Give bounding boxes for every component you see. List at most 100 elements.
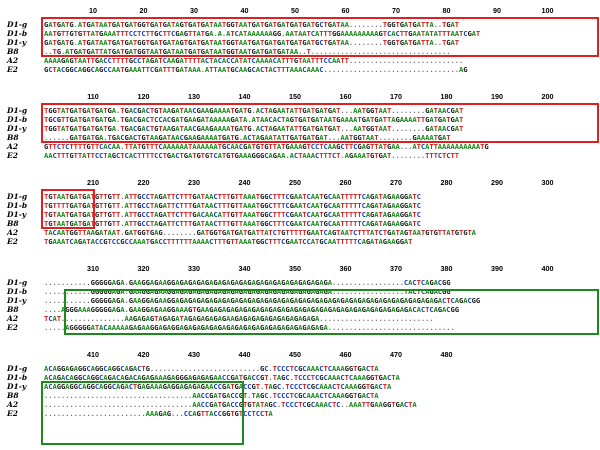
- ruler-tick: 280: [440, 178, 453, 187]
- ruler-tick: 420: [137, 350, 150, 359]
- ruler-tick: 170: [390, 92, 402, 101]
- sequence-label: D1-g: [7, 20, 28, 29]
- sequence-label: B8: [7, 305, 19, 314]
- ruler-tick: 60: [341, 6, 350, 15]
- ruler-tick: 240: [238, 178, 251, 187]
- sequence-residues: ......GATGATGA.TGACGACTGTAAGATAACGAAGAAA…: [44, 133, 451, 142]
- sequence-label: B8: [7, 47, 19, 56]
- sequence-residues: ACAGACAGGCAGGCAGACAGACAGAGAAAGAGGGAGAGAG…: [44, 373, 400, 382]
- ruler-tick: 400: [541, 264, 554, 273]
- sequence-label: A2: [7, 56, 19, 65]
- ruler-tick: 90: [493, 6, 501, 15]
- sequence-residues: GTTCTCTTTTGTTCACAA.TTATGTTTCAAAAAATAAAAA…: [44, 142, 489, 151]
- sequence-label: D1-g: [7, 278, 28, 287]
- sequence-label: D1-b: [7, 115, 28, 124]
- sequence-residues: ...........GGGGGAGA.GAAGGAGAAGGAGAGAGAGA…: [44, 278, 451, 287]
- ruler-tick: 230: [188, 178, 200, 187]
- sequence-residues: TGCGTTGATGATGATGA.TGACGACTCCACGATGAAGATA…: [44, 115, 464, 124]
- sequence-residues: TGTAATGATGATGTTGTT.ATTGCCTAGATTCTTTGATAA…: [44, 219, 421, 228]
- ruler-tick: 40: [240, 6, 249, 15]
- sequence-residues: ........................AAAGAG...CCAGTTA…: [44, 409, 273, 418]
- ruler-tick: 110: [87, 92, 99, 101]
- sequence-label: D1-g: [7, 106, 28, 115]
- sequence-residues: ACAGGAGGCAGGCAGGCAGACTGAGAAAGAGGAGAGAGAA…: [44, 382, 392, 391]
- sequence-residues: ...........GGGGGAGA.GAAGGAGAAGGAGAGAGAGA…: [44, 296, 481, 305]
- ruler-tick: 190: [491, 92, 503, 101]
- ruler-tick: 440: [238, 350, 251, 359]
- sequence-label: D1-y: [7, 296, 27, 305]
- sequence-residues: GCTACGGCAGGCAGCCAATGAAATTCGATTTGATAAA.AT…: [44, 65, 468, 74]
- sequence-label: B8: [7, 391, 19, 400]
- ruler-tick: 480: [440, 350, 453, 359]
- ruler-tick: 120: [137, 92, 150, 101]
- sequence-residues: TCAT...............AAGAGAGTAGAGATAGAGAGA…: [44, 314, 434, 323]
- ruler-tick: 470: [390, 350, 402, 359]
- sequence-residues: ...................................AACCG…: [44, 391, 379, 400]
- ruler-tick: 130: [188, 92, 200, 101]
- sequence-label: B8: [7, 133, 19, 142]
- ruler-tick: 330: [188, 264, 200, 273]
- sequence-label: B8: [7, 219, 19, 228]
- sequence-residues: ....AGGGAAAGGGGGAGA.GAAGGAGAAGGAAAGTGAAG…: [44, 305, 459, 314]
- sequence-residues: AAAAGAGTAATTGACCTTTTGCCTAGATCAAGATTTTACT…: [44, 56, 464, 65]
- ruler-tick: 430: [188, 350, 200, 359]
- sequence-label: E2: [7, 151, 18, 160]
- ruler-tick: 80: [442, 6, 451, 15]
- sequence-label: D1-b: [7, 29, 28, 38]
- sequence-label: A2: [7, 314, 19, 323]
- sequence-residues: TGGTATGATGATGATGA.TGACGACTGTAAGATAACGAAG…: [44, 124, 464, 133]
- sequence-residues: TGGTATGATGATGATGA.TGACGACTGTAAGATAACGAAG…: [44, 106, 464, 115]
- sequence-label: D1-b: [7, 201, 28, 210]
- sequence-label: D1-y: [7, 210, 27, 219]
- ruler-tick: 100: [541, 6, 554, 15]
- ruler-tick: 270: [390, 178, 402, 187]
- sequence-label: E2: [7, 65, 18, 74]
- sequence-label: D1-y: [7, 38, 27, 47]
- sequence-label: D1-b: [7, 287, 28, 296]
- ruler-tick: 300: [541, 178, 554, 187]
- ruler-tick: 290: [491, 178, 503, 187]
- ruler-tick: 220: [137, 178, 150, 187]
- ruler-tick: 360: [339, 264, 352, 273]
- sequence-residues: ...........GGGGGAGA.GAAGGAGAAGGAGAGAGAGA…: [44, 287, 451, 296]
- ruler-tick: 210: [87, 178, 99, 187]
- ruler-tick: 30: [190, 6, 198, 15]
- ruler-tick: 370: [390, 264, 402, 273]
- sequence-label: E2: [7, 237, 18, 246]
- sequence-residues: .....AGGGGGATACAAAAAGAGAAGGAGAGGAGAGAGAG…: [44, 323, 455, 332]
- sequence-label: D1-y: [7, 124, 27, 133]
- sequence-label: A2: [7, 400, 19, 409]
- ruler-tick: 200: [541, 92, 554, 101]
- ruler-tick: 310: [87, 264, 99, 273]
- sequence-residues: GATGATG.ATGATAATGATGATGGTGATGATAGTGATGAT…: [44, 38, 459, 47]
- ruler-tick: 10: [89, 6, 97, 15]
- sequence-residues: TGTTTTGATGATGTTGTT.ATTGCCTAGATTCTTTGATAA…: [44, 201, 421, 210]
- ruler-tick: 50: [291, 6, 299, 15]
- ruler-tick: 250: [289, 178, 301, 187]
- sequence-residues: TACAATGGTTAAGATAAT.GATGGTGAG........GATG…: [44, 228, 476, 237]
- sequence-residues: GATGATG.ATGATAATGATGATGGTGATGATAGTGATGAT…: [44, 20, 459, 29]
- ruler-tick: 180: [440, 92, 453, 101]
- sequence-label: E2: [7, 409, 18, 418]
- sequence-residues: ACAGGAGAGGCAGGCAGGCAGACTG...............…: [44, 364, 379, 373]
- ruler-tick: 450: [289, 350, 301, 359]
- sequence-label: D1-b: [7, 373, 28, 382]
- sequence-residues: TGTAATGATGATGTTGTT.ATTGCCTAGATTCTTTGATAA…: [44, 192, 421, 201]
- sequence-label: D1-g: [7, 192, 28, 201]
- ruler-tick: 350: [289, 264, 301, 273]
- sequence-residues: TGTAATGATGATGTTGTT.ATTGCCTAGATTCTTTGACAA…: [44, 210, 421, 219]
- sequence-residues: AATGTTGTGTTATGAAATTTCCTCTTGCTTCGAGTTATGA…: [44, 29, 481, 38]
- sequence-label: D1-y: [7, 382, 27, 391]
- ruler-tick: 260: [339, 178, 352, 187]
- sequence-residues: AACTTTGTTATTCCTAGCTCACTTTTCCTGACTGATGTGT…: [44, 151, 459, 160]
- sequence-residues: ...................................AACCG…: [44, 400, 417, 409]
- ruler-tick: 410: [87, 350, 99, 359]
- ruler-tick: 460: [339, 350, 352, 359]
- ruler-tick: 150: [289, 92, 301, 101]
- ruler-tick: 380: [440, 264, 453, 273]
- ruler-tick: 20: [139, 6, 148, 15]
- sequence-label: A2: [7, 142, 19, 151]
- sequence-label: D1-g: [7, 364, 28, 373]
- sequence-residues: TGAAATCAGATACCGTCCGCCAAATGACCTTTTTTAAAAC…: [44, 237, 413, 246]
